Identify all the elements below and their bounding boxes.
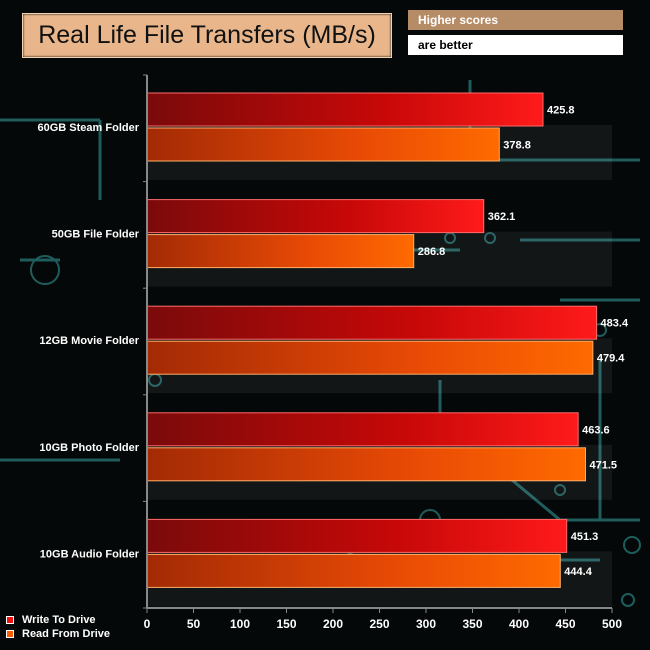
are-better-note: are better (408, 35, 623, 55)
data-label: 425.8 (547, 105, 575, 117)
circuit-node (623, 536, 641, 554)
legend-item-read: Read From Drive (6, 628, 110, 640)
data-label: 286.8 (418, 246, 446, 258)
x-tick-label: 350 (462, 617, 482, 631)
bars-group: 425.8 378.8 362.1 286.8 483.4 479.4 463.6 471.5… (146, 92, 629, 588)
x-tick-label: 50 (187, 617, 201, 631)
chart-title: Real Life File Transfers (MB/s) (22, 13, 392, 58)
category-label: 12GB Movie Folder (39, 335, 139, 347)
data-label: 362.1 (488, 211, 516, 223)
x-tick-label: 500 (602, 617, 622, 631)
data-label: 471.5 (589, 459, 617, 471)
bar-read (146, 553, 561, 588)
data-label: 444.4 (564, 566, 592, 578)
x-tick-label: 450 (555, 617, 575, 631)
bar-write (146, 92, 544, 127)
axis-group: 0 50 100 150 200 250 300 350 400 450 500 (143, 74, 622, 631)
x-tick-label: 400 (509, 617, 529, 631)
data-label: 378.8 (503, 140, 531, 152)
category-label: 60GB Steam Folder (38, 122, 140, 134)
legend-label-write: Write To Drive (22, 614, 96, 626)
higher-scores-note: Higher scores (408, 10, 623, 30)
circuit-node (484, 232, 496, 244)
category-label: 10GB Audio Folder (40, 548, 140, 560)
data-label: 463.6 (582, 424, 610, 436)
legend-label-read: Read From Drive (22, 628, 111, 640)
circuit-node (554, 484, 566, 496)
bar-write (146, 305, 598, 340)
circuit-node (621, 593, 635, 607)
x-tick-label: 150 (276, 617, 296, 631)
data-label: 479.4 (597, 353, 625, 365)
x-tick-label: 300 (416, 617, 436, 631)
bar-read (146, 234, 415, 269)
x-tick-label: 0 (144, 617, 151, 631)
data-label: 483.4 (601, 318, 629, 330)
data-label: 451.3 (571, 531, 599, 543)
x-tick-label: 200 (323, 617, 343, 631)
x-tick-label: 100 (230, 617, 250, 631)
bar-read (146, 447, 586, 482)
circuit-node (30, 255, 60, 285)
bar-write (146, 199, 485, 234)
bar-read (146, 127, 500, 162)
legend-item-write: Write To Drive (6, 614, 96, 626)
legend-swatch-read (6, 630, 14, 638)
bar-read (146, 340, 594, 375)
x-tick-label: 250 (369, 617, 389, 631)
bar-write (146, 412, 579, 447)
legend-swatch-write (6, 616, 14, 624)
category-label: 10GB Photo Folder (39, 442, 139, 454)
bar-write (146, 518, 568, 553)
category-label: 50GB File Folder (52, 229, 140, 241)
